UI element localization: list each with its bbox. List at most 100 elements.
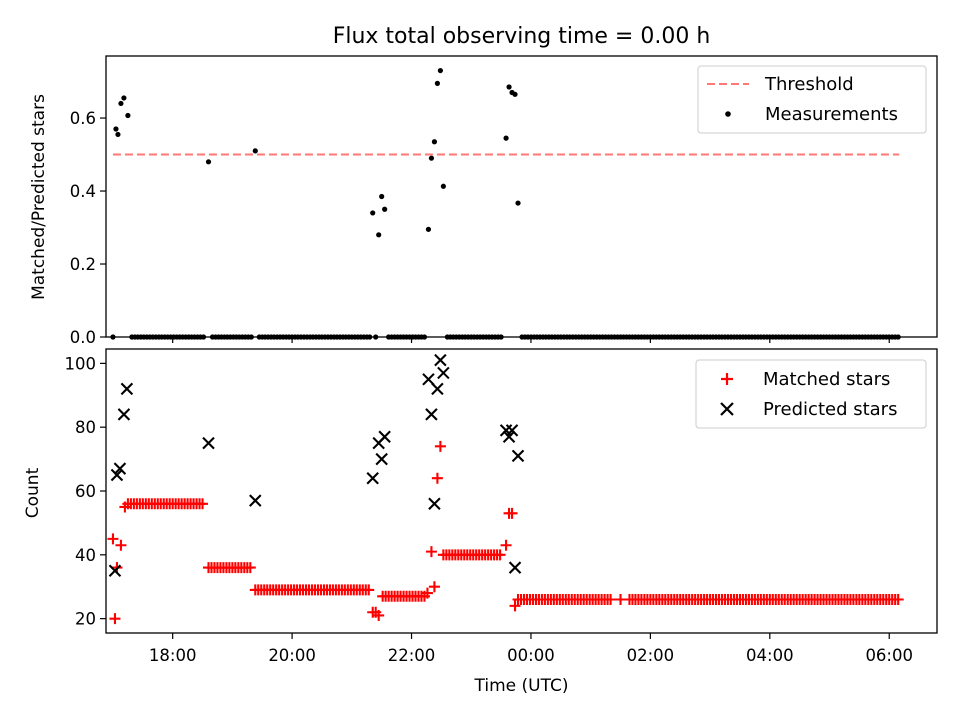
matched-stars-point (197, 498, 209, 510)
matched-legend-marker (721, 373, 733, 385)
measurement-point (115, 131, 121, 138)
x-tick-label: 06:00 (865, 646, 913, 665)
top-x-axis (172, 337, 890, 343)
measurement-point (382, 206, 388, 212)
bottom-y-tick-label: 80 (75, 418, 96, 437)
measurement-point (205, 159, 212, 165)
measurement-point (370, 210, 376, 216)
chart-title: Flux total observing time = 0.00 h (333, 24, 711, 49)
bottom-panel-count: 20 40 60 80 100 18:00 20:00 22:00 00:00 02:00 04:… (23, 348, 938, 696)
top-y-tick-label: 0.2 (70, 255, 96, 274)
legend-predicted-stars: Predicted stars (763, 399, 897, 420)
x-tick-label: 18:00 (149, 646, 197, 665)
bottom-x-axis: 18:00 20:00 22:00 00:00 02:00 04:00 06:00 (149, 633, 913, 665)
matched-stars-point (363, 584, 375, 596)
bottom-y-axis: 20 40 60 80 100 (65, 354, 106, 629)
measurement-point (425, 226, 432, 232)
measurement-point (428, 155, 435, 161)
predicted-stars-point (378, 430, 391, 443)
top-legend-frame (697, 65, 927, 134)
top-panel-ratio: 0.0 0.2 0.4 0.6 Matched/Predicted stars Thr… (29, 55, 938, 347)
predicted-stars-point (366, 471, 379, 485)
legend-measurements: Measurements (765, 104, 898, 125)
measurement-point (367, 334, 373, 340)
predicted-stars-point (431, 382, 444, 396)
measurement-point (121, 95, 127, 101)
top-legend: Threshold Measurements (697, 65, 927, 134)
predicted-stars-point (249, 494, 262, 507)
predicted-stars-point (505, 424, 519, 437)
measurement-point (113, 126, 119, 132)
measurements-series (110, 67, 901, 340)
measurement-point (118, 100, 124, 107)
predicted-stars-point (508, 561, 522, 574)
predicted-stars-series (108, 353, 525, 578)
predicted-stars-point (428, 497, 441, 511)
predicted-stars-point (425, 408, 438, 421)
predicted-legend-marker (720, 402, 734, 416)
bottom-y-tick-label: 60 (75, 482, 96, 501)
measurement-point (421, 334, 428, 340)
matched-stars-series (107, 440, 904, 625)
measurement-point (895, 334, 901, 340)
x-tick-label: 20:00 (268, 646, 316, 665)
measurement-point (440, 183, 446, 189)
matched-stars-point (509, 600, 521, 612)
x-tick-label: 00:00 (507, 646, 555, 665)
bottom-y-axis-label: Count (23, 467, 43, 518)
measurement-point (379, 193, 385, 200)
matched-stars-point (425, 546, 437, 558)
predicted-stars-point (375, 452, 388, 466)
measurement-point (373, 334, 379, 340)
predicted-stars-point (117, 408, 131, 421)
measurement-point (125, 112, 131, 119)
matched-stars-point (428, 581, 440, 593)
predicted-stars-point (120, 382, 134, 396)
top-y-tick-label: 0.6 (70, 109, 96, 128)
matched-stars-point (244, 562, 256, 574)
measurement-point (498, 334, 504, 340)
measurement-point (506, 84, 512, 90)
matched-stars-point (115, 539, 127, 551)
predicted-stars-point (113, 462, 127, 475)
measurement-point (252, 148, 258, 154)
bottom-y-tick-label: 40 (75, 546, 96, 565)
predicted-stars-point (511, 449, 525, 463)
predicted-stars-point (202, 436, 215, 450)
matched-stars-point (500, 539, 512, 551)
x-tick-label: 02:00 (627, 646, 675, 665)
matched-stars-point (373, 609, 385, 621)
legend-matched-stars: Matched stars (763, 369, 890, 390)
measurement-point (200, 334, 207, 340)
predicted-stars-point (110, 468, 124, 482)
x-tick-label: 04:00 (746, 646, 794, 665)
predicted-stars-point (108, 564, 122, 578)
matched-stars-point (431, 472, 443, 484)
top-y-tick-label: 0.4 (70, 182, 96, 201)
measurement-point (515, 200, 521, 206)
matched-stars-point (892, 593, 904, 605)
measurement-point (503, 135, 509, 141)
measurement-point (110, 334, 116, 340)
measurement-point (512, 91, 518, 97)
legend-threshold: Threshold (764, 74, 854, 95)
matched-stars-point (506, 507, 518, 519)
matched-stars-point (605, 593, 617, 605)
matched-stars-point (109, 613, 121, 625)
matched-stars-point (107, 533, 119, 545)
measurement-point (376, 232, 382, 238)
measurements-legend-marker (725, 111, 731, 117)
measurement-point (431, 139, 438, 145)
matched-stars-point (494, 549, 506, 561)
bottom-legend-frame (695, 359, 927, 429)
top-y-axis-label: Matched/Predicted stars (29, 94, 49, 300)
matched-stars-point (421, 587, 433, 599)
bottom-legend: Matched stars Predicted stars (695, 359, 927, 429)
bottom-y-tick-label: 100 (65, 354, 97, 373)
predicted-stars-point (437, 366, 450, 380)
predicted-stars-point (422, 373, 435, 386)
matched-stars-point (434, 440, 446, 452)
measurement-point (437, 67, 443, 74)
x-tick-label: 22:00 (388, 646, 436, 665)
